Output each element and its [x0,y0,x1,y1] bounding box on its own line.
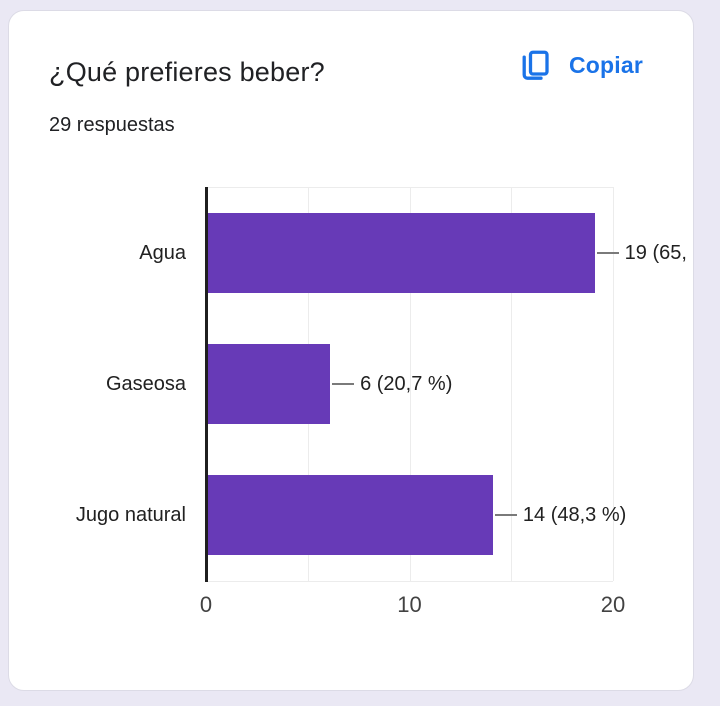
y-axis-line [205,187,208,582]
question-summary-card: ¿Qué prefieres beber? 29 respuestas Copi… [8,10,694,691]
gridline [613,187,614,581]
leader-line-agua [596,251,619,254]
category-label-jugo-natural: Jugo natural [75,504,186,527]
bar-value-label-gaseosa: 6 (20,7 %) [360,373,453,395]
gridline [511,187,513,581]
card-header: ¿Qué prefieres beber? 29 respuestas Copi… [9,11,693,137]
bar-value-label-agua: 19 (65, [624,241,687,264]
copy-button[interactable]: Copiar [517,47,643,83]
copy-button-label: Copiar [568,51,643,78]
bar-gaseosa [208,344,331,424]
bar-jugo-natural [208,475,493,556]
leader-line-jugo-natural [494,514,517,517]
plot-border-bottom [206,581,613,582]
bar-value-label-jugo-natural: 14 (48,3 %) [522,504,627,527]
category-label-gaseosa: Gaseosa [105,373,186,395]
question-title: ¿Qué prefieres beber? [49,57,325,87]
bar-agua [208,212,595,293]
responses-count: 29 respuestas [49,114,175,136]
copy-icon [517,47,553,83]
x-tick-label-20: 20 [600,592,626,617]
x-tick-label-10: 10 [397,592,422,617]
category-label-agua: Agua [139,241,186,264]
bar-chart: Agua 19 (65, Gaseosa 6 (20,7 %) Jugo natural… [9,11,693,690]
x-tick-label-0: 0 [199,592,213,617]
leader-line-gaseosa [332,383,355,385]
gridline [409,187,411,581]
